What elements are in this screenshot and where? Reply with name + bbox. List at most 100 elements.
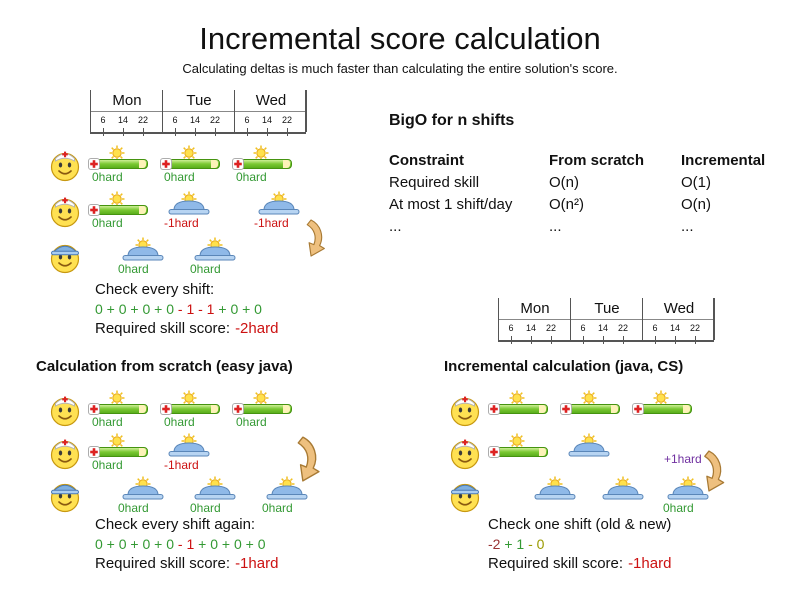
shift-bar-green bbox=[492, 447, 548, 457]
curved-arrow-icon bbox=[299, 218, 326, 258]
employee-nurse-icon bbox=[48, 393, 82, 427]
timeline-tick-label: 6 bbox=[244, 115, 250, 125]
timeline-tick bbox=[143, 128, 144, 136]
sum-part: - 0 bbox=[528, 536, 545, 552]
score-line: Required skill score: -2hard bbox=[95, 320, 278, 337]
timeline-tick bbox=[603, 336, 604, 344]
medical-cross-icon bbox=[560, 402, 572, 415]
curved-arrow-icon bbox=[695, 449, 725, 493]
sum-part: + 1 bbox=[504, 536, 529, 552]
employee-nurse-icon bbox=[48, 194, 82, 228]
sum-line: 0 + 0 + 0 + 0 - 1 - 1 + 0 + 0 bbox=[95, 301, 262, 317]
sun-icon bbox=[653, 390, 669, 406]
employee-nurse-icon bbox=[448, 436, 482, 470]
shift-cap-blue bbox=[567, 440, 611, 463]
shift-item: 0hard bbox=[160, 390, 224, 432]
score-value: -1hard bbox=[235, 555, 279, 572]
shift-label: 0hard bbox=[236, 415, 267, 429]
timeline-tick bbox=[583, 336, 584, 344]
shift-bar-green bbox=[164, 159, 220, 169]
sun-icon bbox=[109, 433, 125, 449]
shift-item: 0hard bbox=[88, 191, 152, 233]
sum-part: 0 + 0 + 0 + 0 bbox=[95, 301, 178, 317]
shift-item: 0hard bbox=[190, 476, 250, 518]
bigo-header: Incremental bbox=[681, 152, 766, 169]
employee-nurse-icon bbox=[48, 148, 82, 182]
bigo-heading: BigO for n shifts bbox=[389, 112, 515, 129]
timeline-tick bbox=[267, 128, 268, 136]
sum-part: + 0 + 0 + 0 bbox=[198, 536, 266, 552]
shift-bar-green bbox=[564, 404, 620, 414]
shift-item: 0hard bbox=[160, 145, 224, 187]
shift-item: 0hard bbox=[118, 476, 178, 518]
medical-cross-icon bbox=[88, 445, 100, 458]
bigo-table: Constraint From scratch Incremental Require… bbox=[389, 150, 793, 238]
sum-part: -2 bbox=[488, 536, 505, 552]
shift-bar-end bbox=[539, 405, 546, 413]
medical-cross-icon bbox=[160, 157, 172, 170]
timeline-day-cell: Tue 6 14 22 bbox=[162, 90, 235, 136]
shift-bar-green bbox=[236, 159, 292, 169]
timeline-day-label: Wed bbox=[255, 92, 287, 109]
medical-cross-icon bbox=[160, 402, 172, 415]
shift-item bbox=[564, 433, 624, 475]
shift-item bbox=[530, 476, 590, 518]
timeline-tick-label: 14 bbox=[597, 323, 609, 333]
score-value: -2hard bbox=[235, 320, 279, 337]
medical-cross-icon bbox=[632, 402, 644, 415]
timeline-tick bbox=[623, 336, 624, 344]
shift-item: 0hard bbox=[88, 433, 152, 475]
shift-label: 0hard bbox=[118, 262, 149, 276]
timeline-tick-label: 14 bbox=[261, 115, 273, 125]
sum-part: + 0 + 0 bbox=[218, 301, 262, 317]
shift-cap-blue bbox=[121, 483, 165, 506]
shift-cap-blue bbox=[257, 198, 301, 221]
sum-part: - 1 - 1 bbox=[177, 301, 219, 317]
shift-label: -1hard bbox=[164, 458, 199, 472]
timeline-tick-label: 14 bbox=[525, 323, 537, 333]
sun-icon bbox=[509, 390, 525, 406]
timeline-day-label: Wed bbox=[663, 300, 695, 317]
shift-bar-end bbox=[139, 160, 146, 168]
timeline-tick-label: 22 bbox=[209, 115, 221, 125]
bigo-cell: O(1) bbox=[681, 174, 711, 191]
check-label: Check one shift (old & new) bbox=[488, 516, 672, 533]
shift-label: 0hard bbox=[236, 170, 267, 184]
medical-cross-icon bbox=[88, 402, 100, 415]
sun-icon bbox=[109, 145, 125, 161]
shift-bar-end bbox=[539, 448, 546, 456]
shift-bar-green bbox=[636, 404, 692, 414]
timeline-tick-label: 22 bbox=[281, 115, 293, 125]
timeline-tick bbox=[531, 336, 532, 344]
from-scratch-heading: Calculation from scratch (easy java) bbox=[36, 358, 293, 375]
timeline-day-cell: Mon 6 14 22 bbox=[90, 90, 163, 136]
shift-cap-blue bbox=[121, 244, 165, 267]
timeline-tick-label: 14 bbox=[117, 115, 129, 125]
sun-icon bbox=[181, 390, 197, 406]
medical-cross-icon bbox=[88, 203, 100, 216]
shift-item bbox=[560, 390, 624, 432]
sun-icon bbox=[253, 390, 269, 406]
timeline-tick-label: 22 bbox=[617, 323, 629, 333]
sun-icon bbox=[109, 390, 125, 406]
shift-label: 0hard bbox=[164, 415, 195, 429]
shift-item: 0hard bbox=[232, 145, 296, 187]
bigo-header: Constraint bbox=[389, 152, 464, 169]
bigo-cell: Required skill bbox=[389, 174, 480, 191]
employee-bluecap-icon bbox=[48, 479, 82, 513]
timeline-1: Mon 6 14 22 Tue 6 14 22 Wed 6 14 22 bbox=[498, 298, 715, 344]
check-label: Check every shift: bbox=[95, 281, 215, 298]
timeline-tick bbox=[287, 128, 288, 136]
shift-bar-green bbox=[92, 404, 148, 414]
shift-bar-green bbox=[236, 404, 292, 414]
bigo-cell: O(n²) bbox=[549, 196, 584, 213]
shift-bar-end bbox=[283, 405, 290, 413]
timeline-tick bbox=[175, 128, 176, 136]
employee-nurse-icon bbox=[48, 436, 82, 470]
shift-bar-end bbox=[283, 160, 290, 168]
shift-item: -1hard bbox=[164, 191, 224, 233]
employee-bluecap-icon bbox=[48, 240, 82, 274]
shift-bar-end bbox=[611, 405, 618, 413]
slide-title: Incremental score calculation bbox=[199, 21, 601, 56]
bigo-cell: ... bbox=[549, 218, 562, 235]
